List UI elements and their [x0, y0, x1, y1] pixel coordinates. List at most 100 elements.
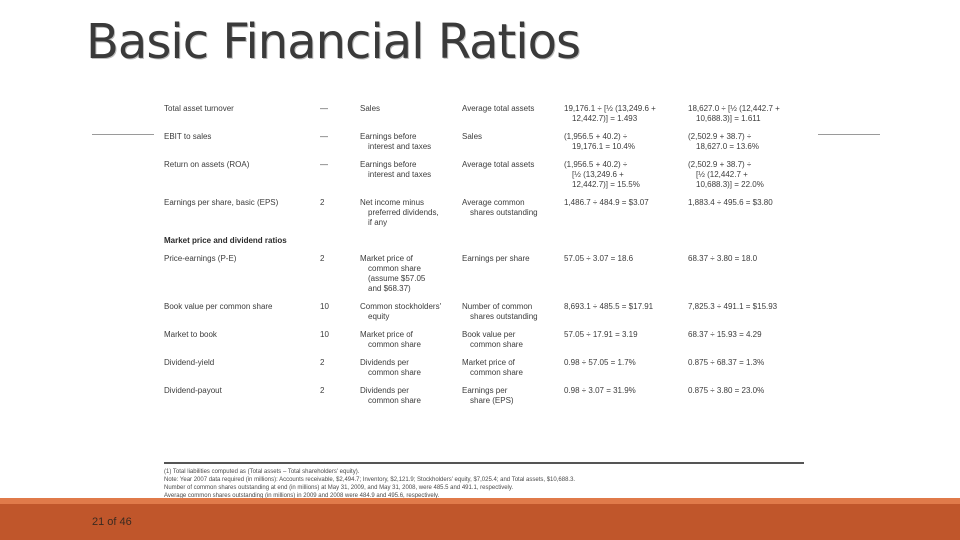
- ratio-note-line: 10: [320, 330, 329, 339]
- ratio-name-line: EBIT to sales: [164, 132, 212, 141]
- ratio-table-image: Total asset turnover — Sales Average total …: [156, 96, 816, 508]
- ratio-year-2009-line: 8,693.1 ÷ 485.5 = $17.91: [564, 302, 654, 311]
- ratio-numerator-line: common share: [368, 368, 421, 377]
- ratio-name-line: Price-earnings (P-E): [164, 254, 237, 263]
- ratio-year-2008: 7,825.3 ÷ 491.1 = $15.93: [688, 302, 804, 330]
- ratio-year-2009-line: 0.98 ÷ 3.07 = 31.9%: [564, 386, 636, 395]
- ratio-name-line: Dividend-yield: [164, 358, 215, 367]
- footer-accent: [0, 498, 960, 504]
- ratio-denominator-line: Number of common: [462, 302, 533, 311]
- slide-title: Basic Financial Ratios: [86, 14, 581, 70]
- ratio-name: Book value per common share: [164, 302, 320, 330]
- ratio-numerator: Sales: [360, 104, 462, 132]
- ratio-note: —: [320, 104, 360, 132]
- ratio-year-2008-line: [½ (12,442.7 +: [696, 170, 748, 179]
- ratio-year-2009: 19,176.1 ÷ [½ (13,249.6 +12,442.7)] = 1.…: [564, 104, 688, 132]
- ratio-year-2009-line: (1,956.5 + 40.2) ÷: [564, 160, 628, 169]
- ratio-year-2009-line: 19,176.1 ÷ [½ (13,249.6 +: [564, 104, 656, 113]
- ratio-numerator-line: Earnings before: [360, 132, 417, 141]
- ratio-numerator-line: (assume $57.05: [368, 274, 426, 283]
- ratio-year-2008: 1,883.4 ÷ 495.6 = $3.80: [688, 198, 804, 236]
- ratio-note-line: 2: [320, 386, 325, 395]
- table-row: Total asset turnover — Sales Average total …: [164, 104, 804, 132]
- ratio-numerator-line: Net income minus: [360, 198, 425, 207]
- ratio-denominator-line: common share: [470, 340, 523, 349]
- ratio-denominator-line: Earnings per: [462, 386, 508, 395]
- ratio-numerator-line: preferred dividends,: [368, 208, 439, 217]
- ratio-note-line: 2: [320, 358, 325, 367]
- ratio-note: 2: [320, 254, 360, 302]
- ratio-numerator: Common stockholders' equity: [360, 302, 462, 330]
- ratio-numerator-line: Market price of: [360, 330, 413, 339]
- footnote-rule: [164, 462, 804, 464]
- ratio-name-line: Return on assets (ROA): [164, 160, 250, 169]
- ratio-denominator-line: common share: [470, 368, 523, 377]
- ratio-numerator-line: Dividends per: [360, 386, 409, 395]
- ratio-denominator-line: shares outstanding: [470, 312, 538, 321]
- ratio-name: Price-earnings (P-E): [164, 254, 320, 302]
- footnote-line: (1) Total liabilities computed as (Total…: [164, 469, 360, 475]
- ratio-year-2008: 18,627.0 ÷ [½ (12,442.7 +10,688.3)] = 1.…: [688, 104, 804, 132]
- ratio-numerator: Market price of common share (assume $57.0…: [360, 254, 462, 302]
- ratio-denominator: Earnings per share: [462, 254, 564, 302]
- ratio-name: EBIT to sales: [164, 132, 320, 160]
- ratio-rows-top: Total asset turnover — Sales Average total …: [164, 104, 804, 236]
- ratio-year-2008-line: 0.875 ÷ 3.80 = 23.0%: [688, 386, 765, 395]
- ratio-name: Earnings per share, basic (EPS): [164, 198, 320, 236]
- ratio-year-2009-line: 12,442.7)] = 15.5%: [572, 180, 640, 189]
- ratio-year-2009-line: 0.98 ÷ 57.05 = 1.7%: [564, 358, 636, 367]
- ratio-numerator: Earnings before interest and taxes: [360, 160, 462, 198]
- ratio-year-2009: 8,693.1 ÷ 485.5 = $17.91: [564, 302, 688, 330]
- table-row: Dividend-yield 2 Dividends per common share…: [164, 358, 804, 386]
- ratio-year-2009: (1,956.5 + 40.2) ÷ [½ (13,249.6 +12,442.7…: [564, 160, 688, 198]
- ratio-note-line: —: [320, 132, 328, 141]
- table-row: Dividend-payout 2 Dividends per common shar…: [164, 386, 804, 414]
- ratio-year-2008-line: 68.37 ÷ 15.93 = 4.29: [688, 330, 762, 339]
- ratio-name-line: Total asset turnover: [164, 104, 234, 113]
- ratio-numerator-line: and $68.37): [368, 284, 411, 293]
- ratio-year-2008-line: (2,502.9 + 38.7) ÷: [688, 160, 752, 169]
- table-row: Book value per common share 10 Common stoc…: [164, 302, 804, 330]
- ratio-rows-bottom: Price-earnings (P-E) 2 Market price of comm…: [164, 254, 804, 414]
- ratio-denominator: Average total assets: [462, 160, 564, 198]
- page-number: 21 of 46: [92, 516, 132, 528]
- ratio-numerator: Market price of common share: [360, 330, 462, 358]
- footnote-line: Average common shares outstanding (in mi…: [164, 493, 440, 499]
- ratio-year-2008: 68.37 ÷ 15.93 = 4.29: [688, 330, 804, 358]
- ratio-note: 2: [320, 358, 360, 386]
- ratio-numerator-line: common share: [368, 340, 421, 349]
- ratio-numerator-line: if any: [368, 218, 388, 227]
- ratio-year-2008: (2,502.9 + 38.7) ÷ 18,627.0 = 13.6%: [688, 132, 804, 160]
- ratio-note: —: [320, 160, 360, 198]
- ratio-denominator-line: Average common: [462, 198, 525, 207]
- ratio-denominator-line: shares outstanding: [470, 208, 538, 217]
- ratio-denominator-line: Book value per: [462, 330, 516, 339]
- ratio-year-2009-line: 1,486.7 ÷ 484.9 = $3.07: [564, 198, 649, 207]
- title-rule-left: [92, 134, 154, 135]
- ratio-name: Market to book: [164, 330, 320, 358]
- ratio-year-2008-line: 10,688.3)] = 22.0%: [696, 180, 764, 189]
- ratio-denominator: Sales: [462, 132, 564, 160]
- ratio-year-2009: 0.98 ÷ 3.07 = 31.9%: [564, 386, 688, 414]
- ratio-year-2008-line: 68.37 ÷ 3.80 = 18.0: [688, 254, 758, 263]
- ratio-denominator: Number of common shares outstanding: [462, 302, 564, 330]
- ratio-numerator-line: interest and taxes: [368, 170, 432, 179]
- ratio-year-2009: 57.05 ÷ 17.91 = 3.19: [564, 330, 688, 358]
- ratio-numerator-line: Market price of: [360, 254, 413, 263]
- ratio-numerator-line: common share: [368, 264, 421, 273]
- table-row: Earnings per share, basic (EPS) 2 Net inco…: [164, 198, 804, 236]
- ratio-year-2009: 1,486.7 ÷ 484.9 = $3.07: [564, 198, 688, 236]
- section-row: Market price and dividend ratios: [164, 236, 804, 254]
- ratio-note: 10: [320, 302, 360, 330]
- ratio-denominator: Book value per common share: [462, 330, 564, 358]
- ratio-numerator-line: common share: [368, 396, 421, 405]
- footer-bar: [0, 504, 960, 540]
- ratio-year-2008-line: 18,627.0 = 13.6%: [696, 142, 759, 151]
- ratio-note: 2: [320, 386, 360, 414]
- ratio-denominator-line: Market price of: [462, 358, 515, 367]
- ratio-year-2008: (2,502.9 + 38.7) ÷ [½ (12,442.7 +10,688.3…: [688, 160, 804, 198]
- ratio-name-line: Market to book: [164, 330, 217, 339]
- ratio-year-2008: 68.37 ÷ 3.80 = 18.0: [688, 254, 804, 302]
- ratio-name-line: Dividend-payout: [164, 386, 222, 395]
- ratio-year-2008-line: (2,502.9 + 38.7) ÷: [688, 132, 752, 141]
